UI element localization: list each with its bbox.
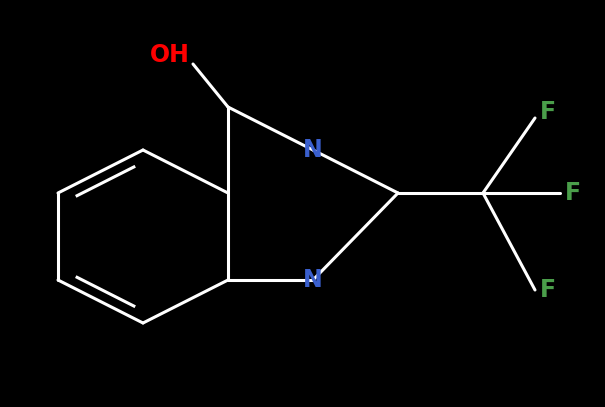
Text: N: N — [303, 268, 323, 292]
Text: F: F — [565, 181, 581, 205]
Text: N: N — [303, 138, 323, 162]
Text: F: F — [540, 100, 556, 124]
Text: F: F — [540, 278, 556, 302]
Text: OH: OH — [150, 43, 190, 67]
